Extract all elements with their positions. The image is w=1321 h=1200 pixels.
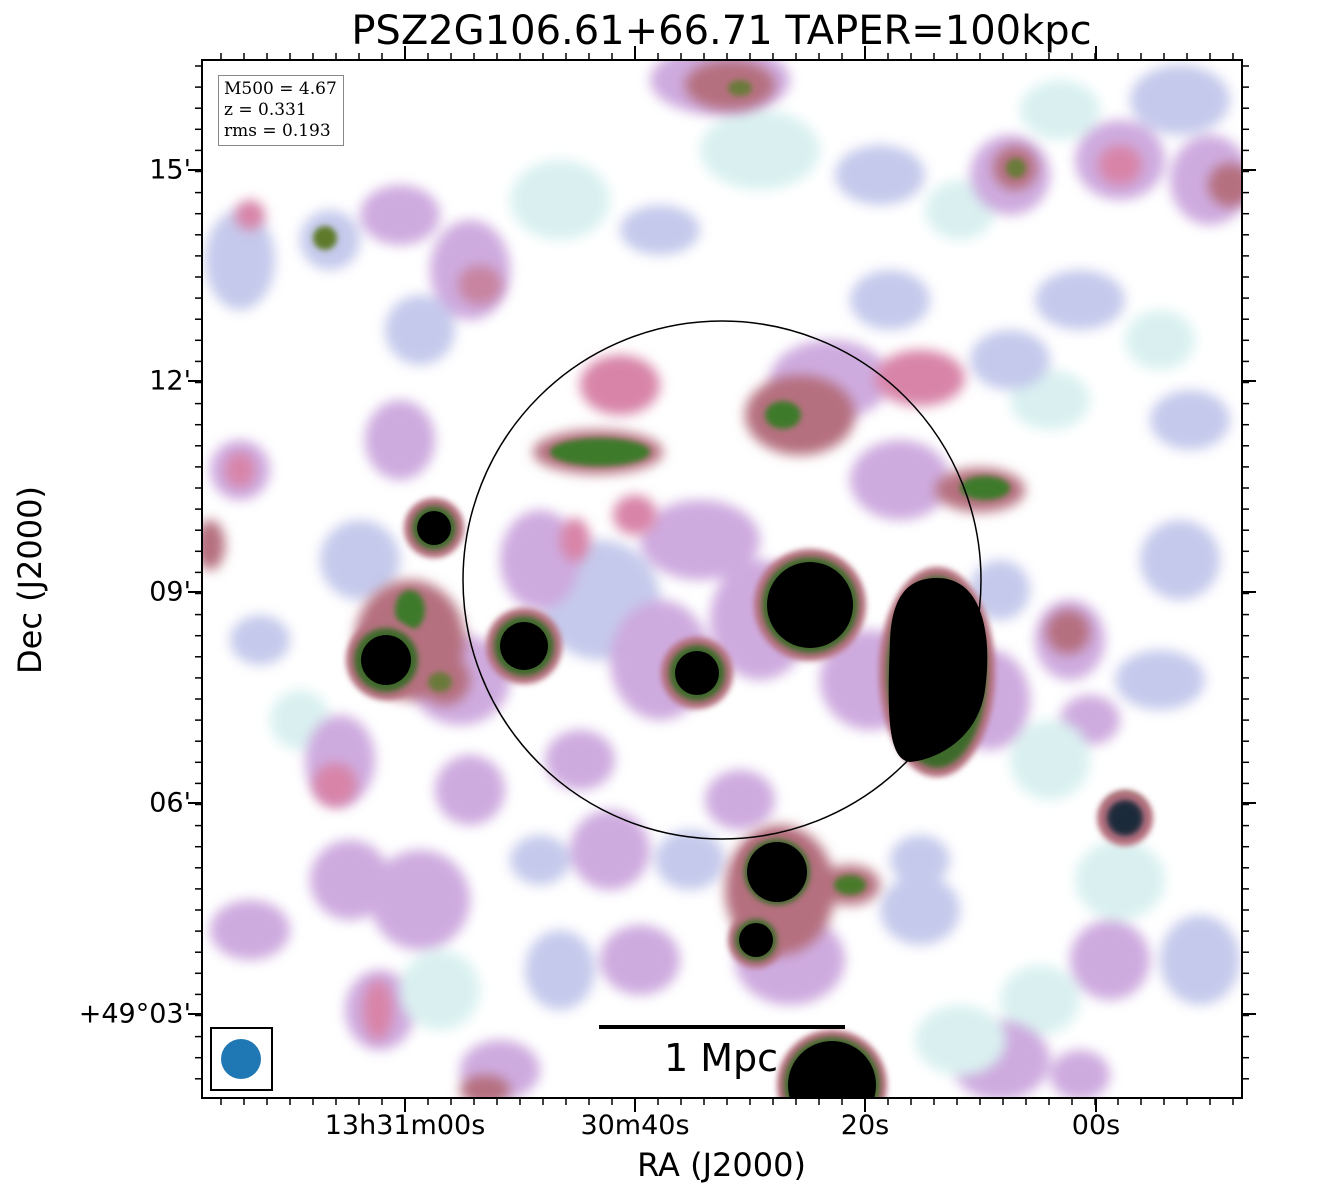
mass-text: M500 = 4.67 xyxy=(224,79,337,99)
x-axis-label: RA (J2000) xyxy=(637,1146,806,1184)
scalebar-label: 1 Mpc xyxy=(663,1036,779,1080)
redshift-text: z = 0.331 xyxy=(224,100,307,120)
ytick-label: 15' xyxy=(149,154,191,186)
xtick-label: 00s xyxy=(1071,1110,1121,1141)
ytick-label: +49°03' xyxy=(78,998,191,1030)
ytick-label: 09' xyxy=(149,576,191,608)
beam-ellipse-icon xyxy=(221,1039,261,1079)
xtick-label: 20s xyxy=(840,1110,890,1141)
ytick-label: 06' xyxy=(149,787,191,819)
info-box: M500 = 4.67 z = 0.331 rms = 0.193 xyxy=(218,75,344,146)
figure-title: PSZ2G106.61+66.71 TAPER=100kpc xyxy=(351,8,1092,54)
y-axis-label: Dec (J2000) xyxy=(11,486,49,674)
xtick-label: 30m40s xyxy=(580,1110,690,1141)
emission-map xyxy=(202,60,1242,1098)
plot-frame xyxy=(201,59,1243,1099)
beam-box xyxy=(210,1027,273,1091)
r500-circle xyxy=(462,320,982,840)
rms-text: rms = 0.193 xyxy=(224,121,331,141)
axis-ticks xyxy=(188,46,1256,1112)
point-sources xyxy=(346,498,1153,1098)
ytick-label: 12' xyxy=(149,365,191,397)
xtick-label: 13h31m00s xyxy=(324,1110,486,1141)
